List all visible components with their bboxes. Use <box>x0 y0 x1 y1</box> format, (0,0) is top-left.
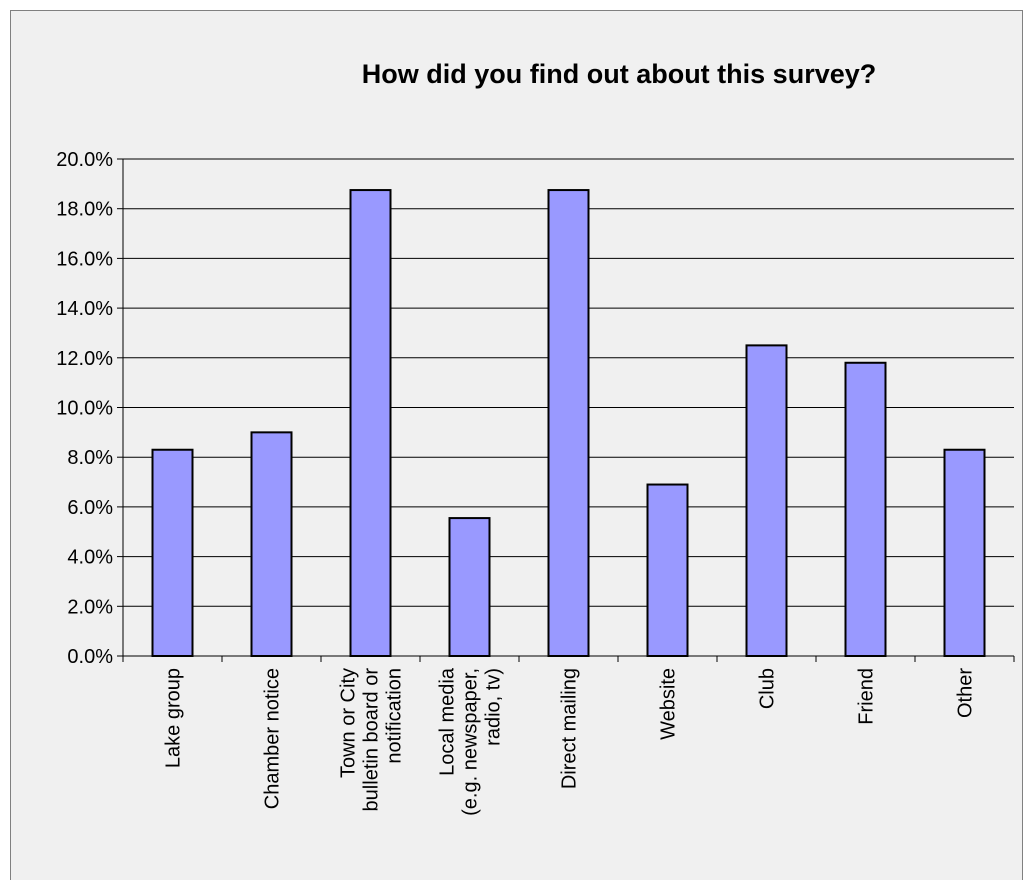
x-tick-label-text: Other <box>955 668 977 718</box>
bar <box>745 344 788 657</box>
x-tick-label-text: Website <box>658 668 680 740</box>
y-tick-label: 0.0% <box>67 646 113 668</box>
y-tick-label: 2.0% <box>67 596 113 618</box>
y-tick-label: 18.0% <box>56 199 113 221</box>
bar <box>151 448 194 657</box>
x-tick-label-line: notification <box>384 668 406 764</box>
x-tick-label-text: Lake group <box>163 668 185 768</box>
x-tick-label-line: radio, tv) <box>483 668 505 746</box>
x-tick-label-line: Lake group <box>163 668 185 768</box>
bar <box>646 483 689 657</box>
y-tick-label: 10.0% <box>56 398 113 420</box>
y-tick-label: 4.0% <box>67 547 113 569</box>
x-tick-label-text: Club <box>757 668 779 709</box>
x-tick-label-text: Friend <box>856 668 878 725</box>
y-tick-label: 8.0% <box>67 447 113 469</box>
x-tick-label-text: Direct mailing <box>559 668 581 789</box>
bar-chart: How did you find out about this survey? … <box>56 59 1015 816</box>
x-tick-label: Club <box>757 668 779 709</box>
x-tick-label: Other <box>955 668 977 718</box>
bar <box>547 189 590 657</box>
x-tick-label: Website <box>658 668 680 740</box>
bar <box>448 517 491 657</box>
x-tick-label-line: Other <box>955 668 977 718</box>
x-tick-label-line: Town or City <box>338 668 360 778</box>
bars <box>151 189 986 657</box>
x-tick-label-line: (e.g. newspaper, <box>460 668 482 816</box>
x-tick-label-text: Town or Citybulletin board ornotificatio… <box>338 668 406 812</box>
bar <box>349 189 392 657</box>
x-tick-label-line: Website <box>658 668 680 740</box>
x-tick-labels: Lake group Chamber notice Town or Citybull… <box>163 667 977 816</box>
x-tick-label-text: Chamber notice <box>262 668 284 809</box>
x-tick-label-line: Direct mailing <box>559 668 581 789</box>
x-tick-label-line: Chamber notice <box>262 668 284 809</box>
bar <box>943 448 986 657</box>
chart-title: How did you find out about this survey? <box>362 59 877 89</box>
y-tick-labels: 0.0% 2.0% 4.0% 6.0% 8.0% 10.0% 12.0% 14.0% 16.0%… <box>56 149 113 668</box>
x-tick-label-line: Local media <box>437 667 459 776</box>
y-tick-label: 16.0% <box>56 248 113 270</box>
bar <box>844 361 887 657</box>
x-tick-label: Local media(e.g. newspaper,radio, tv) <box>437 667 505 816</box>
x-tick-label: Town or Citybulletin board ornotificatio… <box>338 668 406 812</box>
x-tick-label-line: Friend <box>856 668 878 725</box>
x-tick-label-text: Local media(e.g. newspaper,radio, tv) <box>437 667 505 816</box>
y-tick-label: 20.0% <box>56 149 113 171</box>
x-tick-label: Direct mailing <box>559 668 581 789</box>
x-tick-label: Chamber notice <box>262 668 284 809</box>
y-tick-label: 6.0% <box>67 497 113 519</box>
y-tick-label: 12.0% <box>56 348 113 370</box>
x-tick-label: Friend <box>856 668 878 725</box>
x-tick-label-line: Club <box>757 668 779 709</box>
x-tick-label: Lake group <box>163 668 185 768</box>
x-tick-label-line: bulletin board or <box>361 668 383 812</box>
chart-frame: How did you find out about this survey? … <box>10 10 1023 880</box>
axes <box>117 158 1015 662</box>
bar <box>250 431 293 657</box>
y-tick-label: 14.0% <box>56 298 113 320</box>
